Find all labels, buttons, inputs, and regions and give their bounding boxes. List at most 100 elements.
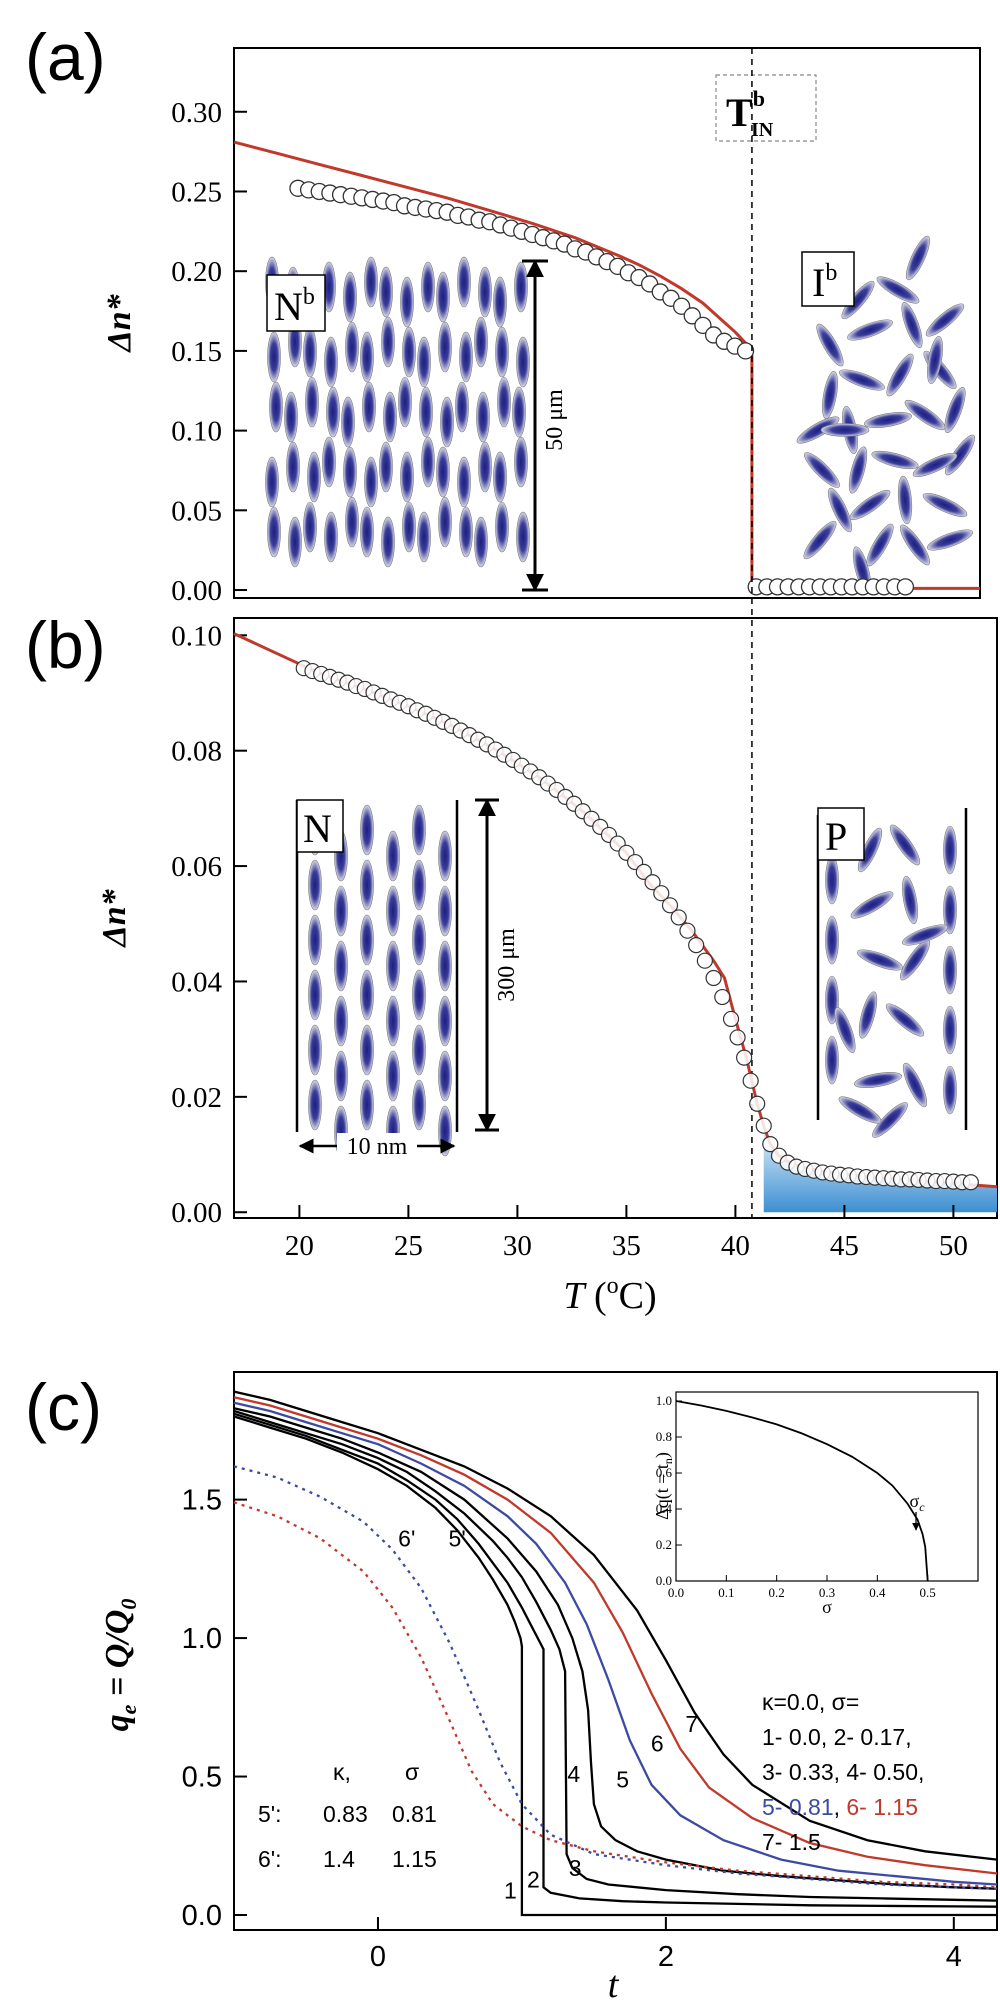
molecule (402, 326, 416, 378)
molecule (438, 321, 452, 373)
phase-nb-main: N (274, 284, 303, 329)
c-xtick-label: 4 (946, 1941, 962, 1973)
c-ytick-label: 1.0 (182, 1623, 222, 1655)
transition-label: Tb IN (715, 74, 817, 142)
molecule (362, 381, 376, 433)
panel-b-fit-curve (233, 632, 998, 1189)
molecule (820, 423, 870, 437)
inset-xtick-label: 0.1 (718, 1585, 734, 1600)
scale-bar-50um-label: 50 μm (542, 389, 568, 451)
inset-ytick-label: 0.0 (656, 1573, 672, 1588)
molecule (383, 391, 397, 443)
panel-c-x-label: t (608, 1964, 620, 2006)
b-data-point (696, 952, 713, 969)
molecule (901, 302, 923, 348)
c-curve-7 (233, 1390, 998, 1861)
inset-y-sub: n (661, 1458, 675, 1464)
molecule (516, 336, 530, 388)
molecule (284, 391, 298, 443)
panel-a-label: (a) (25, 20, 106, 94)
b-data-point (679, 922, 696, 939)
c-curve-label: 5 (616, 1767, 629, 1793)
phase-label-ib: Ib (801, 251, 855, 307)
molecule (324, 511, 338, 563)
molecule (322, 436, 336, 488)
b-data-point (705, 969, 722, 987)
molecule (417, 511, 431, 563)
molecule (345, 496, 359, 548)
panel-b-y-label: Δn* (96, 888, 133, 948)
molecule (476, 391, 490, 443)
inset-x-label: σ (822, 1597, 832, 1617)
param-header-sigma: σ (405, 1759, 419, 1785)
molecule (438, 940, 452, 992)
b-xtick-label: 20 (285, 1230, 314, 1262)
molecule (334, 885, 348, 937)
panel-b-x-label: T (oC) (563, 1273, 656, 1317)
phase-nb-sup: b (303, 284, 315, 310)
molecule (838, 1096, 882, 1124)
svg-text:Ib: Ib (812, 260, 837, 305)
legend-lines: 1- 0.0, 2- 0.17, 3- 0.33, 4- 0.50, 5- 0.81… (762, 1724, 924, 1855)
molecule (902, 924, 948, 946)
molecule (438, 885, 452, 937)
molecule (925, 303, 965, 337)
c-curve-label: 2 (527, 1866, 540, 1892)
molecule (341, 396, 355, 448)
a-ytick-label: 0.00 (171, 575, 222, 607)
molecule (417, 336, 431, 388)
svg-text:Nb: Nb (274, 284, 315, 329)
inset-critical-marker: σc (909, 1491, 925, 1531)
molecule (360, 859, 374, 911)
panel-b-y-ticks: 0.00 0.02 0.04 0.06 0.08 0.10 (171, 620, 247, 1229)
legend-segment: 6- 1.15 (846, 1794, 918, 1820)
inset-y-close: ) (652, 1452, 673, 1458)
molecule (478, 441, 492, 493)
molecule (474, 516, 488, 568)
inset-crit-main: σ (909, 1491, 919, 1511)
molecule (267, 506, 281, 558)
panel-c-frame (233, 1371, 998, 1931)
b-data-point (688, 937, 705, 954)
param-rows: 5': 0.83 0.81 6': 1.4 1.15 (258, 1801, 437, 1872)
molecule (902, 876, 918, 924)
molecule (459, 506, 473, 558)
b-data-point (742, 1072, 759, 1089)
param-row-sigma: 0.81 (392, 1801, 437, 1827)
a-ytick-label: 0.30 (171, 97, 222, 129)
c-curve-label: 6' (398, 1526, 415, 1552)
molecule (850, 891, 894, 919)
c-curve-5 (233, 1401, 998, 1886)
param-row-kappa: 1.4 (323, 1846, 355, 1872)
molecule (912, 452, 958, 478)
inset-chart: 0.0 0.2 0.4 0.6 0.8 1.0 0.0 0.1 0.2 0.3 0.4 0.5 Δq… (649, 1385, 989, 1620)
inset-xtick-label: 0.5 (920, 1585, 936, 1600)
panel-c-y-label: qe = Q/Q0 (99, 1599, 141, 1732)
molecule (825, 1035, 839, 1085)
molecule (400, 276, 414, 328)
molecule (438, 1050, 452, 1102)
molecule (459, 331, 473, 383)
panel-c-y-sub2: 0 (116, 1599, 141, 1610)
scale-bar-300um: 300 μm (475, 798, 520, 1132)
a-ytick-label: 0.25 (171, 176, 222, 208)
molecule (816, 323, 844, 367)
molecule (886, 353, 914, 397)
molecule (421, 436, 435, 488)
b-data-point (661, 897, 679, 914)
inset-y-label: Δq(t = tn) (652, 1452, 675, 1520)
param-row-sigma: 1.15 (392, 1846, 437, 1872)
panel-b-x-ticks: 20 25 30 35 40 45 50 (285, 1205, 968, 1262)
molecule (866, 523, 894, 567)
molecule (308, 969, 322, 1021)
b-ytick-label: 0.06 (171, 851, 222, 883)
molecule (438, 496, 452, 548)
inset-ytick-label: 0.4 (656, 1501, 673, 1516)
molecule (889, 824, 921, 866)
molecule (493, 276, 507, 328)
a-ytick-label: 0.20 (171, 256, 222, 288)
molecule (360, 969, 374, 1021)
legend-line: 7- 1.5 (762, 1829, 821, 1855)
legend-segment: 1- 0.0, 2- 0.17, (762, 1724, 912, 1750)
